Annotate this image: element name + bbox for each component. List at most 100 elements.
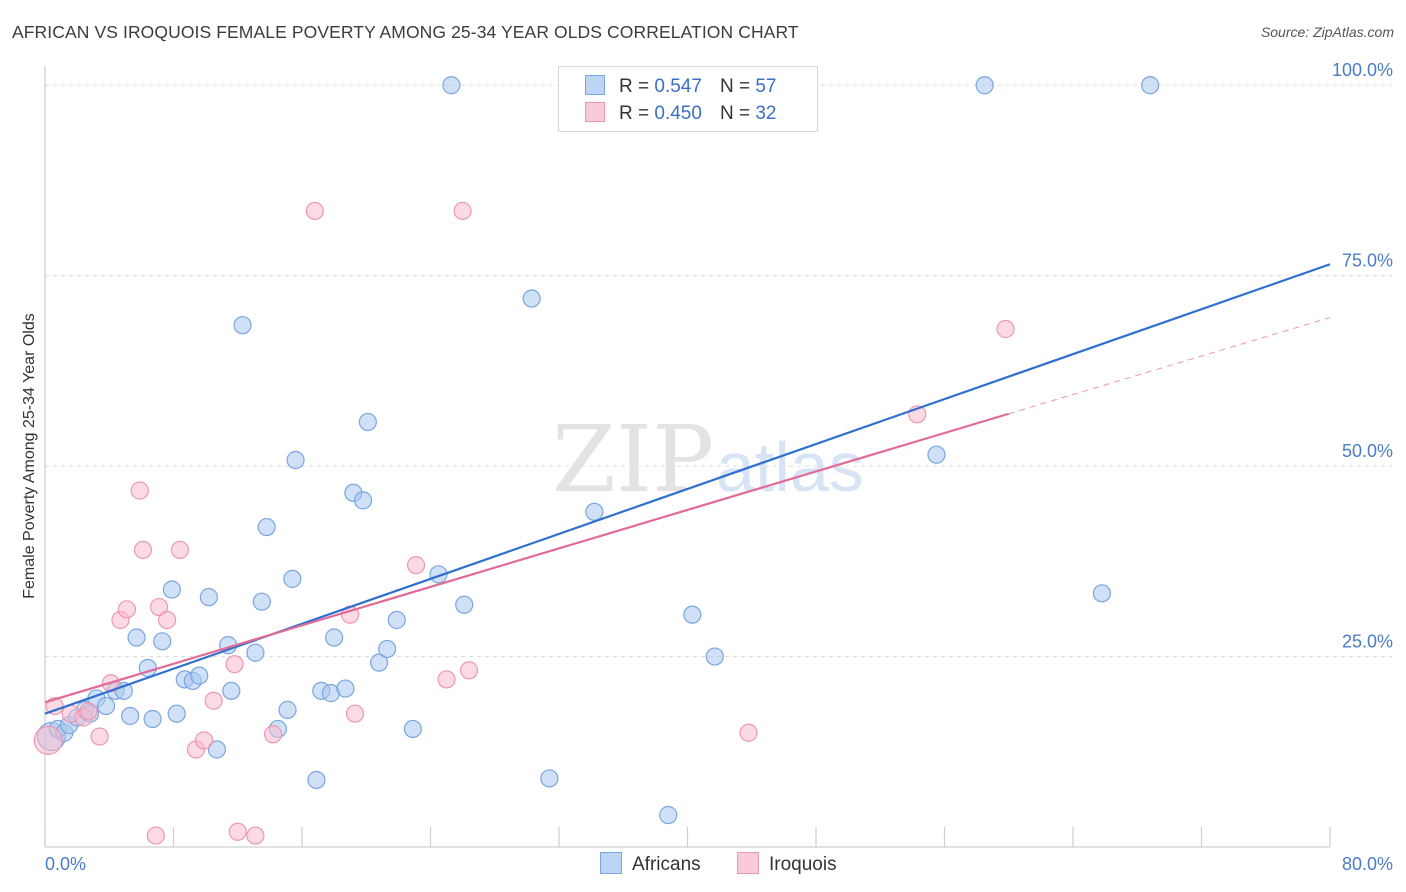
africans-point xyxy=(540,769,559,788)
africans-point xyxy=(522,289,541,308)
iroquois-point xyxy=(246,826,265,845)
africans-swatch xyxy=(585,75,605,95)
bottom-legend-africans-label: Africans xyxy=(632,854,701,875)
iroquois-trend-line xyxy=(44,412,1010,704)
watermark: ZIP atlas xyxy=(552,406,864,513)
tick-labels: 25.0% 50.0% 75.0% 100.0% 0.0% 80.0% xyxy=(45,60,1393,874)
iroquois-point xyxy=(45,696,64,716)
africans-point xyxy=(199,588,218,607)
iroquois-point xyxy=(739,723,758,742)
africans-point xyxy=(927,445,946,464)
africans-point xyxy=(378,639,397,659)
africans-point xyxy=(403,719,422,739)
africans-point xyxy=(252,592,271,611)
iroquois-point xyxy=(406,556,426,575)
africans-point xyxy=(207,740,226,759)
africans-point xyxy=(96,696,116,716)
africans-point xyxy=(659,805,678,825)
legend-africans-n-value: 57 xyxy=(755,76,777,97)
iroquois-point xyxy=(117,600,137,619)
africans-point xyxy=(370,653,389,672)
iroquois-point xyxy=(228,822,247,841)
africans-point xyxy=(358,412,377,432)
bottom-legend-iroquois-label: Iroquois xyxy=(769,854,837,875)
iroquois-point xyxy=(130,481,149,500)
legend-iroquois-n-value: 32 xyxy=(755,103,777,124)
africans-point xyxy=(683,605,702,624)
africans-point xyxy=(307,770,326,790)
iroquois-point xyxy=(157,610,177,630)
legend-iroquois-r-label: R = xyxy=(619,103,650,124)
legend-iroquois-n-label: N = xyxy=(719,103,751,124)
iroquois-point xyxy=(146,826,165,845)
iroquois-point xyxy=(305,201,324,221)
trend-lines xyxy=(44,263,1331,715)
africans-point xyxy=(167,704,186,723)
iroquois-point xyxy=(225,655,244,674)
africans-point xyxy=(455,595,474,614)
iroquois-legend-swatch xyxy=(737,852,759,874)
africans-point xyxy=(153,632,172,651)
x-tick-label-max: 80.0% xyxy=(1342,854,1393,874)
africans-point xyxy=(257,517,276,537)
africans-point xyxy=(442,76,461,95)
africans-point xyxy=(278,700,297,719)
source-credit: Source: ZipAtlas.com xyxy=(1260,24,1394,40)
iroquois-point xyxy=(263,725,283,744)
legend-africans-r-value: 0.547 xyxy=(654,76,702,97)
legend-africans-r-label: R = xyxy=(619,76,650,97)
y-tick-label: 100.0% xyxy=(1332,60,1393,80)
y-tick-label: 25.0% xyxy=(1342,632,1393,652)
africans-point xyxy=(283,569,302,588)
x-tick-label-min: 0.0% xyxy=(45,854,86,874)
iroquois-point xyxy=(437,670,456,689)
y-tick-label: 75.0% xyxy=(1342,251,1393,271)
iroquois-point xyxy=(149,597,169,617)
africans-point xyxy=(121,706,140,726)
y-tick-label: 50.0% xyxy=(1342,441,1393,461)
iroquois-point xyxy=(90,727,109,746)
iroquois-point xyxy=(79,702,98,721)
iroquois-point xyxy=(996,319,1015,339)
africans-point xyxy=(353,491,373,510)
africans-point xyxy=(1140,76,1160,95)
axes xyxy=(44,66,1331,848)
iroquois-point xyxy=(345,704,365,723)
chart-title: AFRICAN VS IROQUOIS FEMALE POVERTY AMONG… xyxy=(12,22,799,42)
grid-lines xyxy=(45,84,1392,658)
africans-point xyxy=(336,679,355,698)
iroquois-point xyxy=(133,540,153,560)
y-axis-label: Female Poverty Among 25-34 Year Olds xyxy=(21,313,38,599)
africans-point xyxy=(387,610,406,630)
africans-legend-swatch xyxy=(600,852,622,874)
iroquois-point xyxy=(453,201,472,221)
africans-point xyxy=(233,316,252,335)
africans-point xyxy=(1092,584,1112,603)
africans-point xyxy=(222,681,241,700)
iroquois-trend-extension xyxy=(1008,317,1331,415)
africans-point xyxy=(190,666,209,685)
legend-africans-n-label: N = xyxy=(719,76,751,97)
africans-point xyxy=(585,502,604,521)
africans-point xyxy=(246,643,265,662)
africans-point xyxy=(975,76,994,95)
iroquois-point xyxy=(459,661,479,680)
legend-iroquois-r-value: 0.450 xyxy=(654,103,702,124)
africans-point xyxy=(705,647,724,666)
legend-row-iroquois: R = 0.450 N = 32 xyxy=(585,102,776,126)
africans-point xyxy=(143,709,162,729)
africans-point xyxy=(325,628,344,647)
iroquois-point xyxy=(33,725,63,755)
watermark-zip: ZIP xyxy=(552,406,714,513)
bottom-legend-africans: Africans xyxy=(600,852,701,876)
iroquois-swatch xyxy=(585,102,605,122)
bottom-legend-iroquois: Iroquois xyxy=(737,852,837,876)
correlation-legend: R = 0.547 N = 57 R = 0.450 N = 32 xyxy=(558,66,818,132)
africans-point xyxy=(162,580,181,599)
iroquois-point xyxy=(204,691,223,710)
iroquois-point xyxy=(170,540,190,560)
africans-point xyxy=(286,450,305,470)
iroquois-point xyxy=(194,731,214,750)
legend-row-africans: R = 0.547 N = 57 xyxy=(585,75,776,99)
